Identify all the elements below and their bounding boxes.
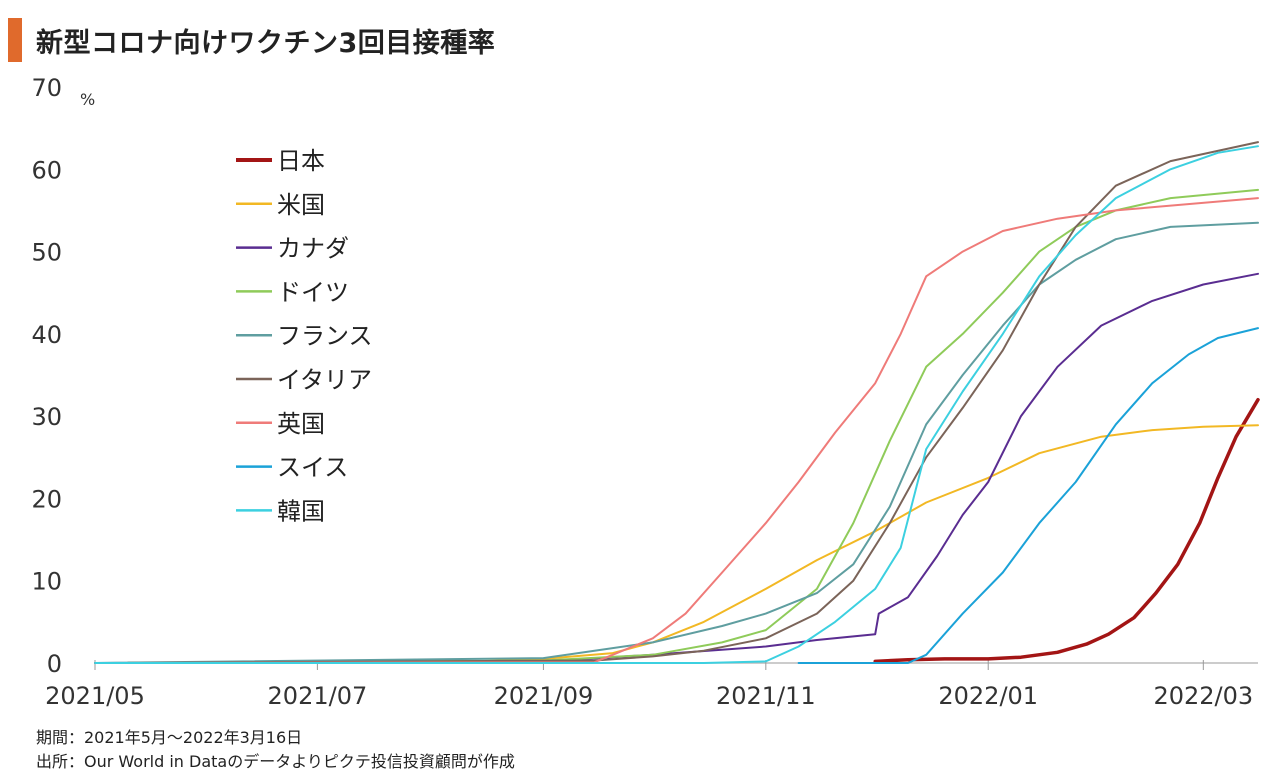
series-line-米国 [94,424,1259,664]
y-tick-label: 30 [31,403,62,431]
legend-label: 韓国 [277,497,325,525]
y-tick-label: 70 [31,74,62,102]
x-tick-label: 2021/07 [268,682,368,710]
y-tick-label: 60 [31,156,62,184]
title-accent-bar [8,18,22,62]
legend-label: イタリア [277,366,372,394]
series-line-フランス [94,221,1259,664]
page-title: 新型コロナ向けワクチン3回目接種率 [36,28,496,59]
series-line-日本 [873,397,1260,664]
x-tick-label: 2021/09 [494,682,594,710]
y-tick-label: 0 [47,650,62,678]
y-tick-label: 50 [31,239,62,267]
footnote-source: 出所：Our World in Dataのデータよりピクテ投信投資顧問が作成 [36,752,515,771]
y-tick-label: 10 [31,568,62,596]
x-tick-label: 2021/05 [45,682,145,710]
series-line-韓国 [94,145,1259,664]
y-tick-label: 40 [31,321,62,349]
y-tick-label: 20 [31,485,62,513]
series-line-イタリア [94,141,1259,664]
x-tick-label: 2022/03 [1153,682,1253,710]
x-tick-label: 2022/01 [938,682,1038,710]
legend-label: スイス [277,454,348,482]
legend-label: ドイツ [277,278,349,306]
legend-label: 日本 [277,147,325,175]
series-line-スイス [797,327,1259,664]
series-line-カナダ [94,272,1259,664]
footnote-period: 期間：2021年5月～2022年3月16日 [36,728,303,747]
legend-label: 米国 [277,191,325,219]
legend-label: 英国 [277,410,325,438]
y-axis-unit: % [80,90,95,109]
series-line-英国 [94,197,1259,664]
legend-label: カナダ [277,235,349,263]
series-line-ドイツ [94,188,1259,664]
x-tick-label: 2021/11 [716,682,816,710]
legend-label: フランス [277,322,373,350]
